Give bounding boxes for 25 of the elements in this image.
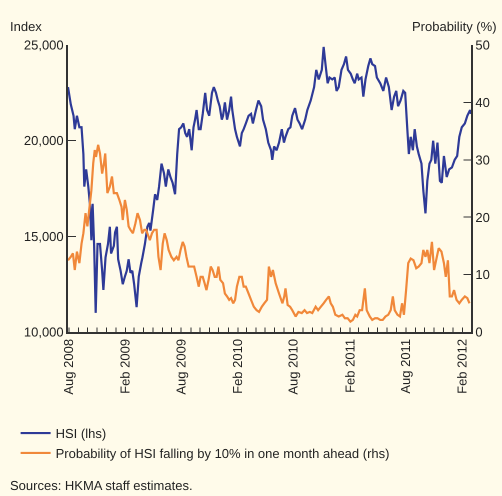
x-tick-label: Feb 2012: [454, 338, 470, 394]
y2-tick-label: 30: [475, 152, 490, 168]
x-tick-label: Feb 2010: [230, 338, 246, 394]
y2-tick-label: 0: [475, 324, 483, 340]
y-tick-label: 15,000: [24, 228, 64, 244]
y-axis-title: Index: [10, 19, 42, 34]
y-tick-label: 20,000: [24, 133, 64, 148]
y2-tick-label: 50: [475, 38, 490, 53]
y2-axis-title: Probability (%): [412, 19, 497, 34]
x-tick-label: Aug 2011: [398, 338, 414, 394]
line-series: [68, 144, 471, 323]
x-tick-label: Aug 2009: [173, 338, 188, 395]
source-note: Sources: HKMA staff estimates.: [10, 478, 193, 493]
line-series: [68, 46, 471, 314]
y-tick-label: 25,000: [24, 38, 64, 53]
y2-tick-label: 40: [475, 94, 490, 110]
y-tick-label: 10,000: [24, 324, 64, 340]
legend-label: HSI (lhs): [56, 426, 106, 442]
y2-tick-label: 10: [475, 267, 490, 282]
x-tick-label: Aug 2010: [286, 338, 301, 395]
x-tick-label: Feb 2011: [342, 338, 358, 393]
legend-label: Probability of HSI falling by 10% in one month ahead (rhs): [56, 446, 390, 462]
x-tick-label: Aug 2008: [61, 338, 76, 395]
y2-tick-label: 20: [475, 210, 490, 225]
x-tick-label: Feb 2009: [118, 338, 133, 394]
